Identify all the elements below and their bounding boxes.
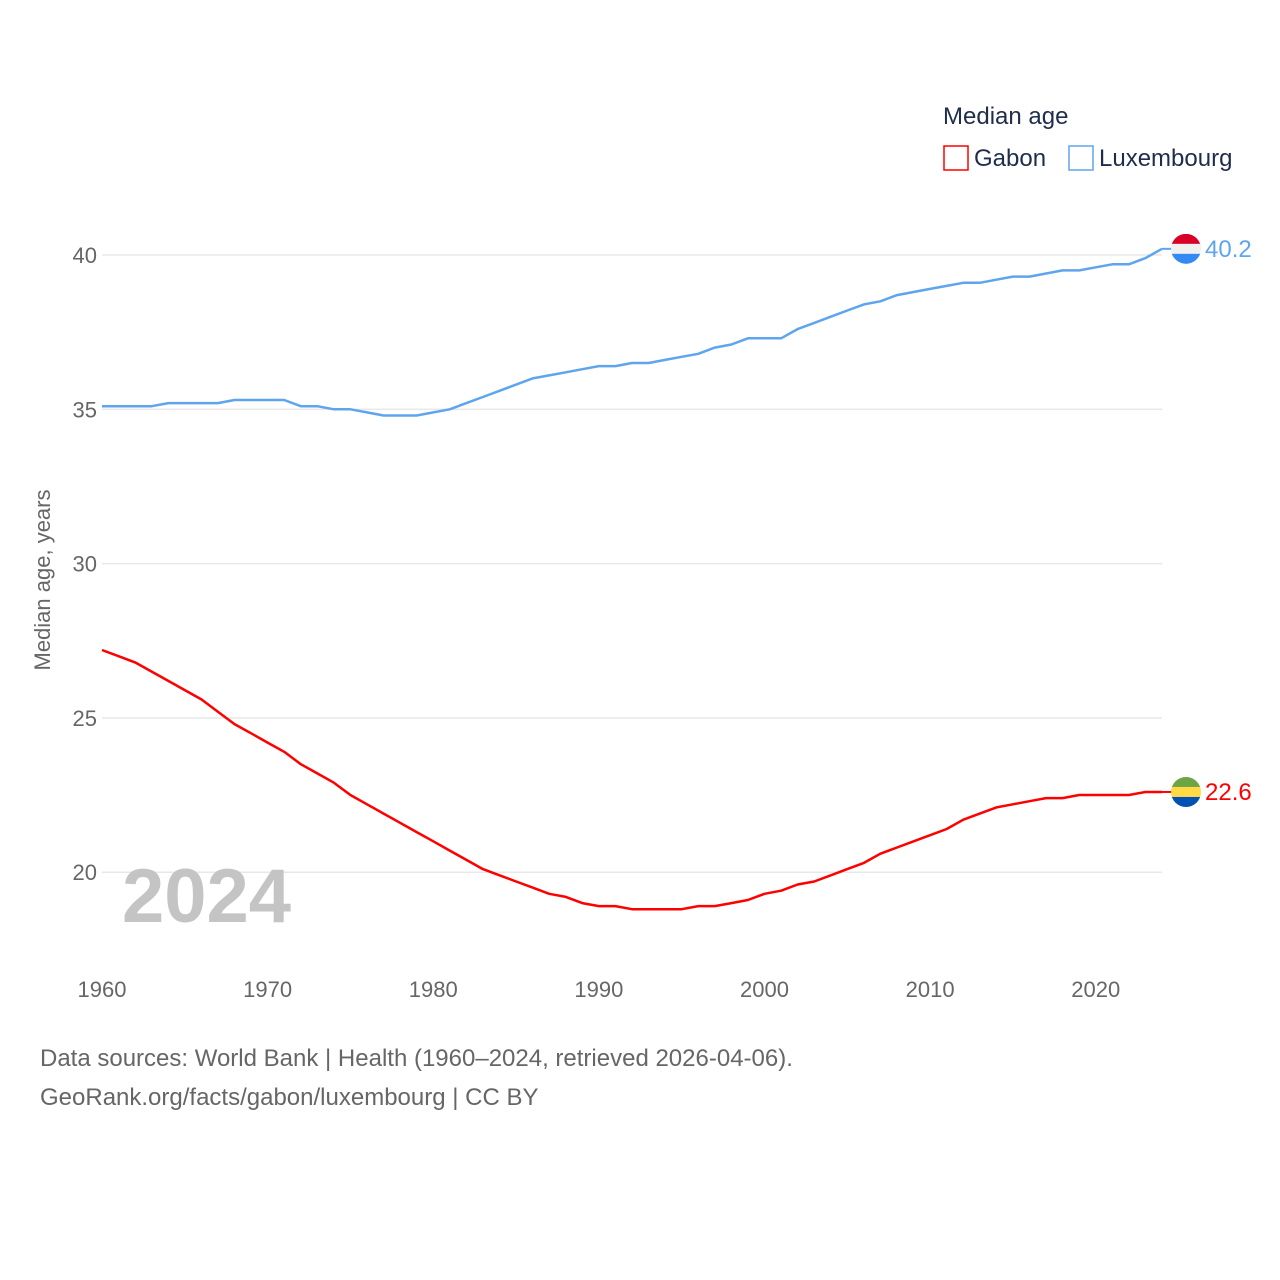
legend-title: Median age: [943, 103, 1068, 130]
legend-label-gabon[interactable]: Gabon: [974, 145, 1046, 172]
y-tick-label: 30: [73, 552, 97, 577]
series-lines: [101, 247, 1163, 911]
x-tick-label: 1980: [409, 977, 458, 1002]
x-tick-label: 1960: [78, 977, 127, 1002]
gabon-flag-icon: [1171, 776, 1201, 807]
legend: Median age Gabon Luxembourg: [943, 103, 1232, 172]
y-axis-label: Median age, years: [30, 490, 55, 671]
x-tick-label: 2020: [1071, 977, 1120, 1002]
y-tick-label: 40: [73, 243, 97, 268]
attribution-link[interactable]: GeoRank.org/facts/gabon/luxembourg | CC …: [40, 1084, 539, 1111]
y-tick-label: 20: [73, 860, 97, 885]
series-line-luxembourg[interactable]: [102, 247, 1163, 417]
end-value-label-luxembourg: 40.2: [1205, 236, 1252, 263]
legend-swatch-gabon[interactable]: [943, 145, 969, 171]
series-line-gabon[interactable]: [101, 648, 1162, 911]
year-watermark: 2024: [122, 854, 291, 939]
y-tick-label: 25: [73, 706, 97, 731]
x-tick-label: 1990: [574, 977, 623, 1002]
grid-lines: [102, 254, 1162, 873]
y-tick-label: 35: [73, 397, 97, 422]
luxembourg-flag-icon: [1171, 233, 1201, 264]
source-text: Data sources: World Bank | Health (1960–…: [40, 1045, 793, 1072]
legend-label-luxembourg[interactable]: Luxembourg: [1099, 145, 1232, 172]
y-axis-ticks: 20 25 30 35 40: [73, 243, 97, 885]
legend-swatch-luxembourg[interactable]: [1068, 145, 1094, 171]
x-tick-label: 1970: [243, 977, 292, 1002]
end-labels: 22.6 40.2: [1162, 233, 1252, 807]
x-axis-ticks: 1960 1970 1980 1990 2000 2010 2020: [78, 977, 1121, 1002]
end-value-label-gabon: 22.6: [1205, 779, 1252, 806]
x-tick-label: 2000: [740, 977, 789, 1002]
x-tick-label: 2010: [906, 977, 955, 1002]
